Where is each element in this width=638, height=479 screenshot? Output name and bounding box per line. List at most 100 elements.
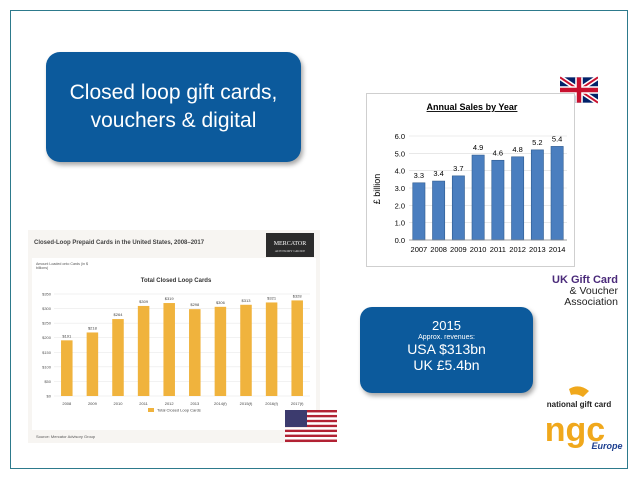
us-xtick-label: 2011	[139, 401, 148, 406]
uk-ytick-label: 4.0	[395, 167, 405, 176]
revenue-note: Approx. revenues:	[418, 334, 475, 341]
us-xtick-label: 2014(f)	[214, 401, 227, 406]
uk-bar	[511, 156, 525, 241]
flag-stripe	[285, 439, 337, 442]
flag-stripe	[285, 414, 337, 418]
us-ytick-label: $250	[42, 321, 52, 326]
uk-chart-title: Annual Sales by Year	[427, 102, 518, 112]
uk-xtick-label: 2010	[470, 245, 487, 254]
ukgcva-line1: UK Gift Card	[552, 274, 618, 286]
slide-frame	[10, 10, 628, 469]
us-chart-header: Closed-Loop Prepaid Cards in the United …	[34, 240, 205, 246]
flag-stripe	[285, 410, 337, 413]
flag-stripe	[285, 429, 337, 433]
revenue-usa: USA $313bn	[407, 341, 486, 357]
us-legend-label: Total Closed Loop Cards	[157, 408, 201, 413]
us-chart-source: Source: Mercator Advisory Group	[36, 434, 96, 439]
ukgcva-line3: Association	[564, 296, 618, 308]
us-bar	[189, 309, 201, 396]
uk-ytick-label: 3.0	[395, 184, 405, 193]
ngc-top-text: national gift card	[547, 400, 612, 409]
us-ytick-label: $50	[44, 379, 51, 384]
uk-bar	[491, 159, 505, 241]
us-data-label: $264	[114, 312, 124, 317]
us-ytick-label: $100	[42, 364, 52, 369]
us-data-label: $306	[216, 300, 226, 305]
us-bar	[61, 340, 73, 396]
us-bar	[86, 332, 99, 396]
us-xtick-label: 2016(f)	[265, 401, 278, 406]
uk-data-label: 4.6	[493, 148, 503, 157]
us-data-label: $191	[62, 333, 72, 338]
us-xtick-label: 2008	[62, 401, 72, 406]
uk-data-label: 3.3	[414, 171, 424, 180]
us-bar	[214, 306, 227, 396]
uk-bar	[530, 149, 544, 241]
us-bar	[163, 303, 175, 396]
uk-data-label: 3.4	[433, 169, 443, 178]
uk-xtick-label: 2012	[509, 245, 526, 254]
headline-text: Closed loop gift cards, vouchers & digit…	[69, 81, 278, 132]
flag-stripe	[285, 427, 337, 430]
ukgcva-line2: & Voucher	[569, 285, 618, 297]
us-xtick-label: 2012	[165, 401, 175, 406]
uk-bar	[550, 146, 564, 241]
uk-ytick-label: 6.0	[395, 132, 405, 141]
us-ytick-label: $350	[42, 292, 52, 297]
ngc-mark-text: ngc	[545, 411, 605, 449]
flag-stripe	[285, 434, 337, 438]
us-data-label: $321	[267, 295, 277, 300]
uk-xtick-label: 2009	[450, 245, 467, 254]
revenue-uk: UK £5.4bn	[413, 357, 480, 373]
us-xtick-label: 2013	[190, 401, 200, 406]
us-xtick-label: 2010	[114, 401, 124, 406]
uk-data-label: 4.8	[512, 145, 522, 154]
uk-bar	[432, 180, 446, 241]
us-chart-svg: Closed-Loop Prepaid Cards in the United …	[32, 233, 316, 439]
uk-xtick-label: 2011	[490, 245, 506, 254]
mercator-logo	[266, 233, 314, 257]
uk-data-label: 5.4	[552, 134, 562, 143]
uk-ytick-label: 1.0	[395, 219, 405, 228]
uk-ytick-label: 0.0	[395, 236, 405, 245]
us-ytick-label: $0	[47, 394, 52, 399]
uk-xtick-label: 2013	[529, 245, 546, 254]
uk-xtick-label: 2014	[549, 245, 566, 254]
us-data-label: $298	[190, 302, 200, 307]
mercator-logo-line1: MERCATOR	[274, 241, 307, 247]
us-bar	[240, 304, 252, 396]
us-data-label: $319	[165, 296, 175, 301]
mercator-logo-line2: ADVISORY GROUP	[275, 249, 306, 253]
flag-stripe	[285, 419, 337, 423]
us-data-label: $309	[139, 299, 149, 304]
us-data-label: $328	[293, 293, 303, 298]
us-xtick-label: 2015(f)	[240, 401, 253, 406]
revenue-year: 2015	[432, 318, 461, 333]
uk-data-label: 5.2	[532, 138, 542, 147]
us-chart-title: Total Closed Loop Cards	[141, 278, 212, 284]
us-ytick-label: $150	[42, 350, 52, 355]
us-bar	[291, 300, 303, 396]
us-bar	[137, 305, 150, 396]
us-legend-swatch	[148, 408, 154, 412]
flag-stripe	[285, 424, 337, 428]
us-xtick-label: 2009	[88, 401, 98, 406]
flag-stripe	[285, 417, 337, 420]
uk-bar	[451, 175, 465, 241]
uk-chart-svg: Annual Sales by Year £ billion 0.0 1.0 2.0…	[372, 102, 567, 254]
ngc-logo: national gift card ngc Europe	[545, 386, 623, 451]
uk-bar	[412, 182, 426, 241]
us-xtick-label: 2017(f)	[291, 401, 304, 406]
us-flag-icon	[285, 410, 337, 442]
uk-xtick-label: 2007	[411, 245, 428, 254]
ukgcva-logo: UK Gift Card & Voucher Association	[538, 275, 618, 308]
uk-ytick-label: 5.0	[395, 149, 405, 158]
flag-stripe	[285, 412, 337, 415]
us-chart-ylabel: Amount Loaded onto Cards (in $ billions)	[36, 262, 88, 271]
us-bar	[112, 319, 124, 396]
us-ytick-label: $300	[42, 306, 52, 311]
uk-data-label: 3.7	[453, 164, 463, 173]
us-chart-panel: Closed-Loop Prepaid Cards in the United …	[28, 230, 320, 443]
uk-bar	[471, 154, 485, 241]
uk-sales-chart: Annual Sales by Year £ billion 0.0 1.0 2.0…	[366, 93, 575, 267]
